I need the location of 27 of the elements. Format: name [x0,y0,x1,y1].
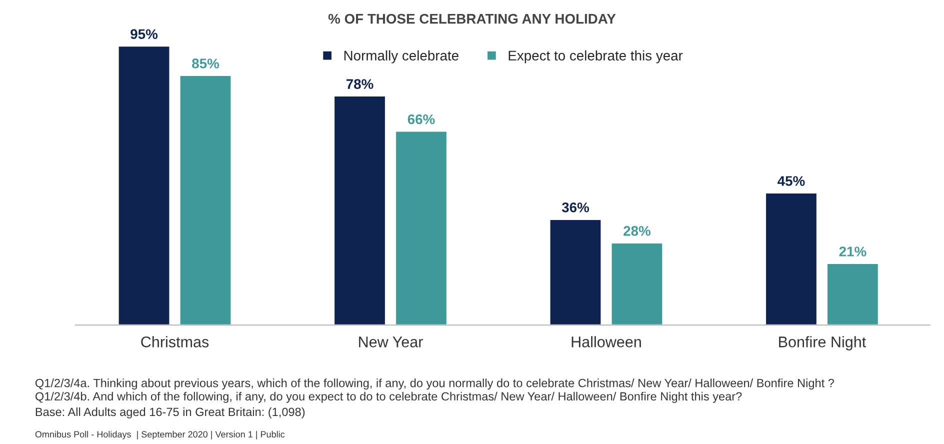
bar [117,45,171,326]
x-tick-label: New Year [359,336,423,348]
text: Omnibus Poll - Holidays | September 2020 | Version 1 | Public [35,430,285,440]
legend-label: Expect to celebrate this year [508,50,683,64]
bar [333,95,386,326]
x-tick-label: Bonfire Night [779,336,866,350]
data-label: 28% [624,226,651,236]
text: Q1/2/3/4b. And which of the following, if any, do you expect to do to celebrate Christmas/ New Year/ Halloween/ Bonfire Night this year? [35,392,742,403]
chart-title: % OF THOSE CELEBRATING ANY HOLIDAY [328,14,616,24]
bar [826,262,880,326]
data-label: 36% [562,202,590,212]
bar [548,218,602,326]
bar [610,242,664,326]
data-label: 21% [839,246,866,256]
legend-label: Normally celebrate [344,50,458,64]
text: Base: All Adults aged 16-75 in Great Britain: (1,098) [36,407,305,418]
bar [764,192,818,326]
data-label: 85% [192,58,220,68]
x-tick-label: Christmas [141,336,209,348]
x-tick-label: Halloween [572,336,641,348]
data-label: 66% [408,114,435,124]
data-label: 78% [346,79,374,89]
bar [178,74,232,326]
text: Q1/2/3/4a. Thinking about previous years, which of the following, if any, do you normally do to celebrate Christmas/ New Year/ Halloween/ Bonfire Night ? [35,378,834,390]
data-label: 45% [778,176,805,186]
bar [394,130,448,326]
data-label: 95% [130,29,158,40]
